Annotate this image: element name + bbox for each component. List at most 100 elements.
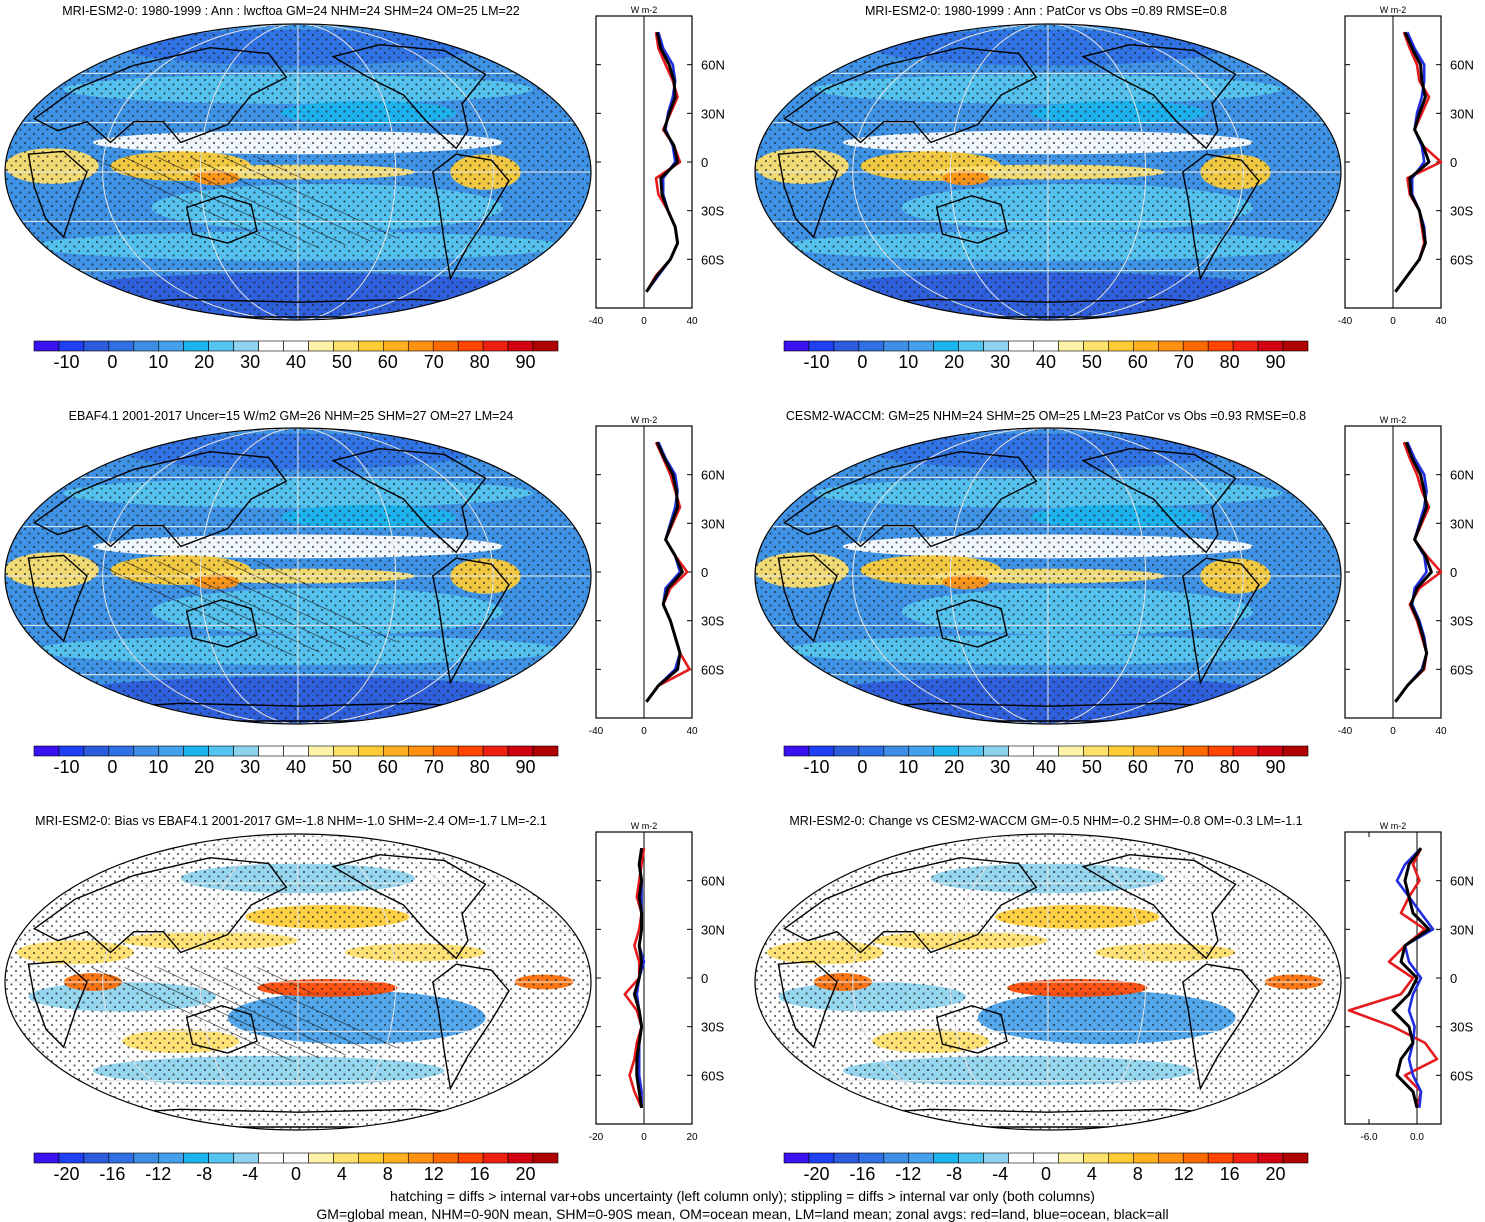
colorbar-swatch (183, 1152, 209, 1164)
map-panel-4 (754, 427, 1342, 725)
colorbar-swatch (1033, 1152, 1059, 1164)
colorbar-swatch (1133, 745, 1159, 757)
zonal-y-tick-label: 30N (1450, 922, 1474, 937)
footer-line-1: hatching = diffs > internal var+obs unce… (390, 1188, 1095, 1204)
zonal-unit-label: W m-2 (1380, 5, 1407, 15)
colorbar-swatch (432, 1152, 459, 1164)
colorbar-tick-label: 50 (332, 757, 352, 777)
zonal-y-tick-label: 60N (1450, 58, 1474, 73)
colorbar-swatch (358, 745, 384, 757)
map-panel-3 (4, 427, 592, 725)
colorbar-swatch (308, 340, 334, 352)
map-border (4, 833, 592, 1131)
colorbar-swatch (1232, 745, 1259, 757)
colorbar-swatch (407, 745, 434, 757)
coastline (432, 557, 510, 685)
colorbar-swatch (383, 340, 409, 352)
coastline (32, 46, 288, 144)
colorbar-swatch (383, 1152, 409, 1164)
colorbar-swatch (158, 745, 185, 757)
colorbar-tick-label: 80 (1220, 757, 1240, 777)
coastline (777, 554, 838, 643)
colorbar-swatch (1133, 340, 1159, 352)
colorbar-swatch (532, 1152, 559, 1164)
colorbar-swatch (908, 745, 935, 757)
colorbar-4: -10 0 10 20 30 40 50 60 70 80 90 (783, 745, 1309, 777)
graticule-line (949, 428, 1147, 724)
colorbar-swatch (58, 745, 85, 757)
zonal-panel-5: W m-2 60N 30N 0 30S 60S -20 0 20 (589, 821, 725, 1143)
colorbar-swatch (532, 340, 559, 352)
zonal-y-tick-label: 60S (701, 1068, 724, 1083)
coastline (331, 447, 487, 554)
colorbar-swatch (233, 340, 259, 352)
zonal-y-tick-label: 0 (1450, 971, 1457, 986)
colorbar-tick-label: 90 (1266, 757, 1286, 777)
zonal-x-tick-label: 40 (1435, 726, 1447, 737)
colorbar-tick-label: 30 (990, 352, 1010, 372)
colorbar-tick-label: 90 (516, 352, 536, 372)
colorbar-swatch (1133, 1152, 1159, 1164)
zonal-y-tick-label: 30S (701, 204, 724, 219)
colorbar-swatch (407, 340, 434, 352)
colorbar-swatch (507, 1152, 534, 1164)
colorbar-swatch (933, 745, 959, 757)
coastline (32, 450, 288, 548)
colorbar-swatch (1157, 745, 1184, 757)
colorbar-swatch (507, 745, 534, 757)
colorbar-tick-label: 10 (898, 757, 918, 777)
colorbar-tick-label: 16 (470, 1164, 490, 1184)
colorbar-tick-label: 40 (286, 352, 306, 372)
colorbar-swatch (233, 745, 259, 757)
colorbar-tick-label: 4 (1087, 1164, 1097, 1184)
zonal-y-tick-label: 30N (701, 516, 725, 531)
zonal-y-tick-label: 60S (1450, 662, 1473, 677)
zonal-y-tick-label: 60N (701, 58, 725, 73)
colorbar-tick-label: 90 (1266, 352, 1286, 372)
colorbar-tick-label: 20 (944, 757, 964, 777)
zonal-unit-label: W m-2 (1380, 821, 1407, 831)
colorbar-tick-label: 0 (107, 757, 117, 777)
colorbar-tick-label: 0 (857, 352, 867, 372)
hatching (75, 967, 404, 1065)
colorbar-tick-label: 80 (1220, 352, 1240, 372)
colorbar-tick-label: 0 (857, 757, 867, 777)
zonal-panel-1: W m-2 60N 30N 0 30S 60S -40 0 40 (589, 5, 725, 327)
colorbar-swatch (258, 1152, 284, 1164)
colorbar-tick-label: 80 (470, 352, 490, 372)
colorbar-swatch (1282, 1152, 1309, 1164)
zonal-y-tick-label: 0 (1450, 155, 1457, 170)
colorbar-tick-label: -8 (196, 1164, 212, 1184)
colorbar-swatch (1083, 340, 1109, 352)
zonal-panel-3: W m-2 60N 30N 0 30S 60S -40 0 40 (589, 415, 725, 737)
colorbar-tick-label: 60 (378, 757, 398, 777)
zonal-y-tick-label: 0 (1450, 565, 1457, 580)
colorbar-swatch (333, 340, 359, 352)
colorbar-tick-label: 4 (337, 1164, 347, 1184)
coastline (1081, 447, 1237, 554)
colorbar-swatch (258, 745, 284, 757)
colorbar-swatch (1207, 1152, 1234, 1164)
graticule-line (199, 24, 397, 320)
coastline (935, 598, 1008, 648)
colorbar-swatch (783, 340, 810, 352)
colorbar-swatch (333, 1152, 359, 1164)
colorbar-tick-label: 0 (107, 352, 117, 372)
colorbar-swatch (407, 1152, 434, 1164)
coastline (32, 856, 288, 954)
zonal-series-all (1391, 847, 1431, 1109)
colorbar-tick-label: -10 (803, 757, 829, 777)
colorbar-swatch (507, 340, 534, 352)
colorbar-swatch (1033, 745, 1059, 757)
zonal-y-tick-label: 60S (701, 252, 724, 267)
zonal-y-tick-label: 60N (1450, 468, 1474, 483)
zonal-x-tick-label: 0.0 (1410, 1132, 1424, 1143)
coastline (935, 194, 1008, 244)
colorbar-swatch (83, 340, 110, 352)
zonal-x-tick-label: -40 (589, 316, 604, 327)
colorbar-swatch (883, 745, 910, 757)
colorbar-swatch (883, 340, 910, 352)
colorbar-5: -20 -16 -12 -8 -4 0 4 8 12 16 20 (33, 1152, 559, 1184)
colorbar-swatch (108, 1152, 135, 1164)
colorbar-swatch (833, 1152, 860, 1164)
